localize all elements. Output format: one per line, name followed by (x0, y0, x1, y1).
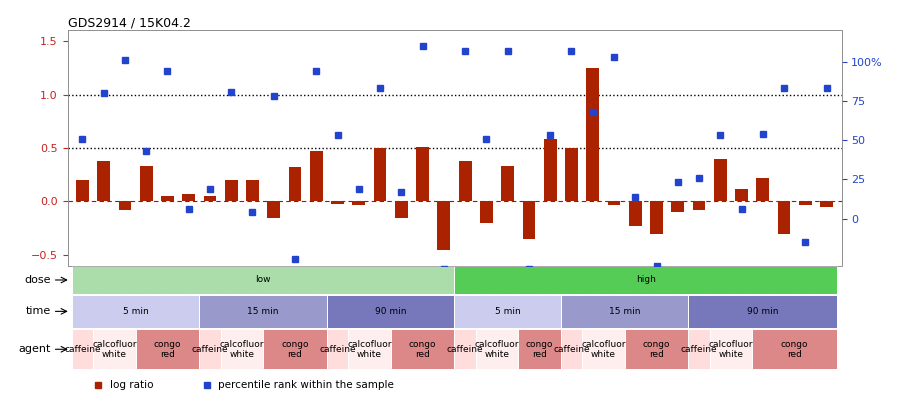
Bar (693, 201, 706, 210)
Bar (671, 201, 684, 212)
Bar (586, 68, 599, 201)
Text: caffeine: caffeine (554, 345, 590, 354)
Text: agent: agent (18, 344, 50, 354)
Bar (374, 148, 386, 201)
Bar (561, 295, 688, 328)
Text: calcofluor
white: calcofluor white (220, 340, 264, 358)
Bar (476, 329, 518, 369)
Bar (225, 180, 238, 201)
Bar (203, 196, 216, 201)
Text: 5 min: 5 min (495, 307, 520, 316)
Bar (650, 201, 663, 234)
Bar (76, 180, 89, 201)
Bar (544, 139, 556, 201)
Text: caffeine: caffeine (320, 345, 356, 354)
Bar (820, 201, 833, 207)
Text: 15 min: 15 min (609, 307, 641, 316)
Text: 90 min: 90 min (375, 307, 407, 316)
Bar (714, 159, 726, 201)
Bar (480, 201, 493, 223)
Text: low: low (256, 275, 271, 284)
Bar (331, 201, 344, 204)
Text: congo
red: congo red (526, 340, 554, 358)
Bar (454, 329, 476, 369)
Text: log ratio: log ratio (110, 379, 154, 390)
Bar (263, 329, 327, 369)
Text: congo
red: congo red (781, 340, 808, 358)
Bar (778, 201, 790, 234)
Bar (582, 329, 625, 369)
Bar (395, 201, 408, 217)
Text: calcofluor
white: calcofluor white (475, 340, 519, 358)
Bar (625, 329, 688, 369)
Text: caffeine: caffeine (64, 345, 101, 354)
Text: caffeine: caffeine (192, 345, 229, 354)
Bar (523, 201, 536, 239)
Text: congo
red: congo red (282, 340, 309, 358)
Bar (72, 295, 199, 328)
Text: dose: dose (24, 275, 50, 285)
Bar (72, 329, 93, 369)
Text: calcofluor
white: calcofluor white (92, 340, 137, 358)
Bar (501, 166, 514, 201)
Text: 5 min: 5 min (122, 307, 148, 316)
Bar (391, 329, 454, 369)
Text: percentile rank within the sample: percentile rank within the sample (219, 379, 394, 390)
Bar (688, 329, 710, 369)
Bar (756, 178, 770, 201)
Text: GDS2914 / 15K04.2: GDS2914 / 15K04.2 (68, 16, 191, 29)
Bar (136, 329, 199, 369)
Bar (327, 329, 348, 369)
Text: calcofluor
white: calcofluor white (708, 340, 753, 358)
Text: caffeine: caffeine (446, 345, 483, 354)
Bar (459, 161, 472, 201)
Bar (119, 201, 131, 210)
Text: time: time (25, 306, 50, 316)
Bar (752, 329, 837, 369)
Bar (72, 266, 454, 294)
Bar (608, 201, 620, 205)
Text: calcofluor
white: calcofluor white (347, 340, 392, 358)
Bar (353, 201, 365, 205)
Bar (199, 295, 327, 328)
Text: high: high (636, 275, 656, 284)
Bar (437, 201, 450, 249)
Bar (93, 329, 136, 369)
Bar (518, 329, 561, 369)
Text: congo
red: congo red (643, 340, 670, 358)
Bar (220, 329, 263, 369)
Bar (348, 329, 391, 369)
Bar (710, 329, 752, 369)
Bar (735, 189, 748, 201)
Text: 15 min: 15 min (248, 307, 279, 316)
Text: calcofluor
white: calcofluor white (581, 340, 625, 358)
Text: 90 min: 90 min (747, 307, 778, 316)
Bar (565, 148, 578, 201)
Bar (161, 196, 174, 201)
Text: congo
red: congo red (409, 340, 436, 358)
Bar (454, 266, 837, 294)
Text: caffeine: caffeine (680, 345, 717, 354)
Bar (183, 194, 195, 201)
Bar (246, 180, 259, 201)
Bar (140, 166, 153, 201)
Bar (416, 147, 429, 201)
Bar (310, 151, 323, 201)
Bar (454, 295, 561, 328)
Bar (97, 161, 110, 201)
Text: congo
red: congo red (154, 340, 181, 358)
Bar (799, 201, 812, 205)
Bar (688, 295, 837, 328)
Bar (327, 295, 454, 328)
Bar (199, 329, 220, 369)
Bar (629, 201, 642, 226)
Bar (267, 201, 280, 217)
Bar (289, 167, 302, 201)
Bar (561, 329, 582, 369)
